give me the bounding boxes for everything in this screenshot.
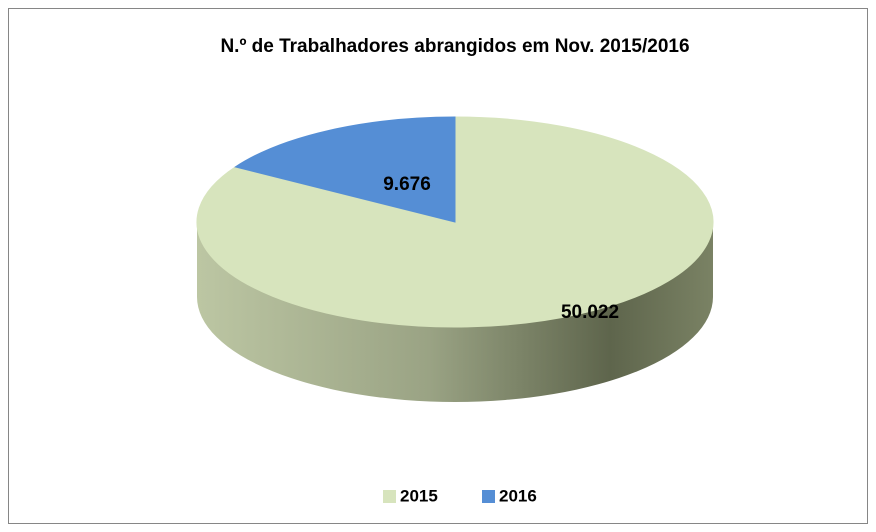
legend-label: 2016 bbox=[499, 486, 537, 505]
legend-label: 2015 bbox=[400, 486, 438, 505]
legend-swatch bbox=[482, 490, 495, 503]
slice bbox=[234, 116, 456, 223]
legend-swatch bbox=[383, 490, 396, 503]
slice-side bbox=[197, 222, 713, 402]
chart-title: N.º de Trabalhadores abrangidos em Nov. … bbox=[220, 36, 689, 57]
data-label: 50.022 bbox=[561, 302, 619, 323]
data-label: 9.676 bbox=[383, 174, 431, 195]
